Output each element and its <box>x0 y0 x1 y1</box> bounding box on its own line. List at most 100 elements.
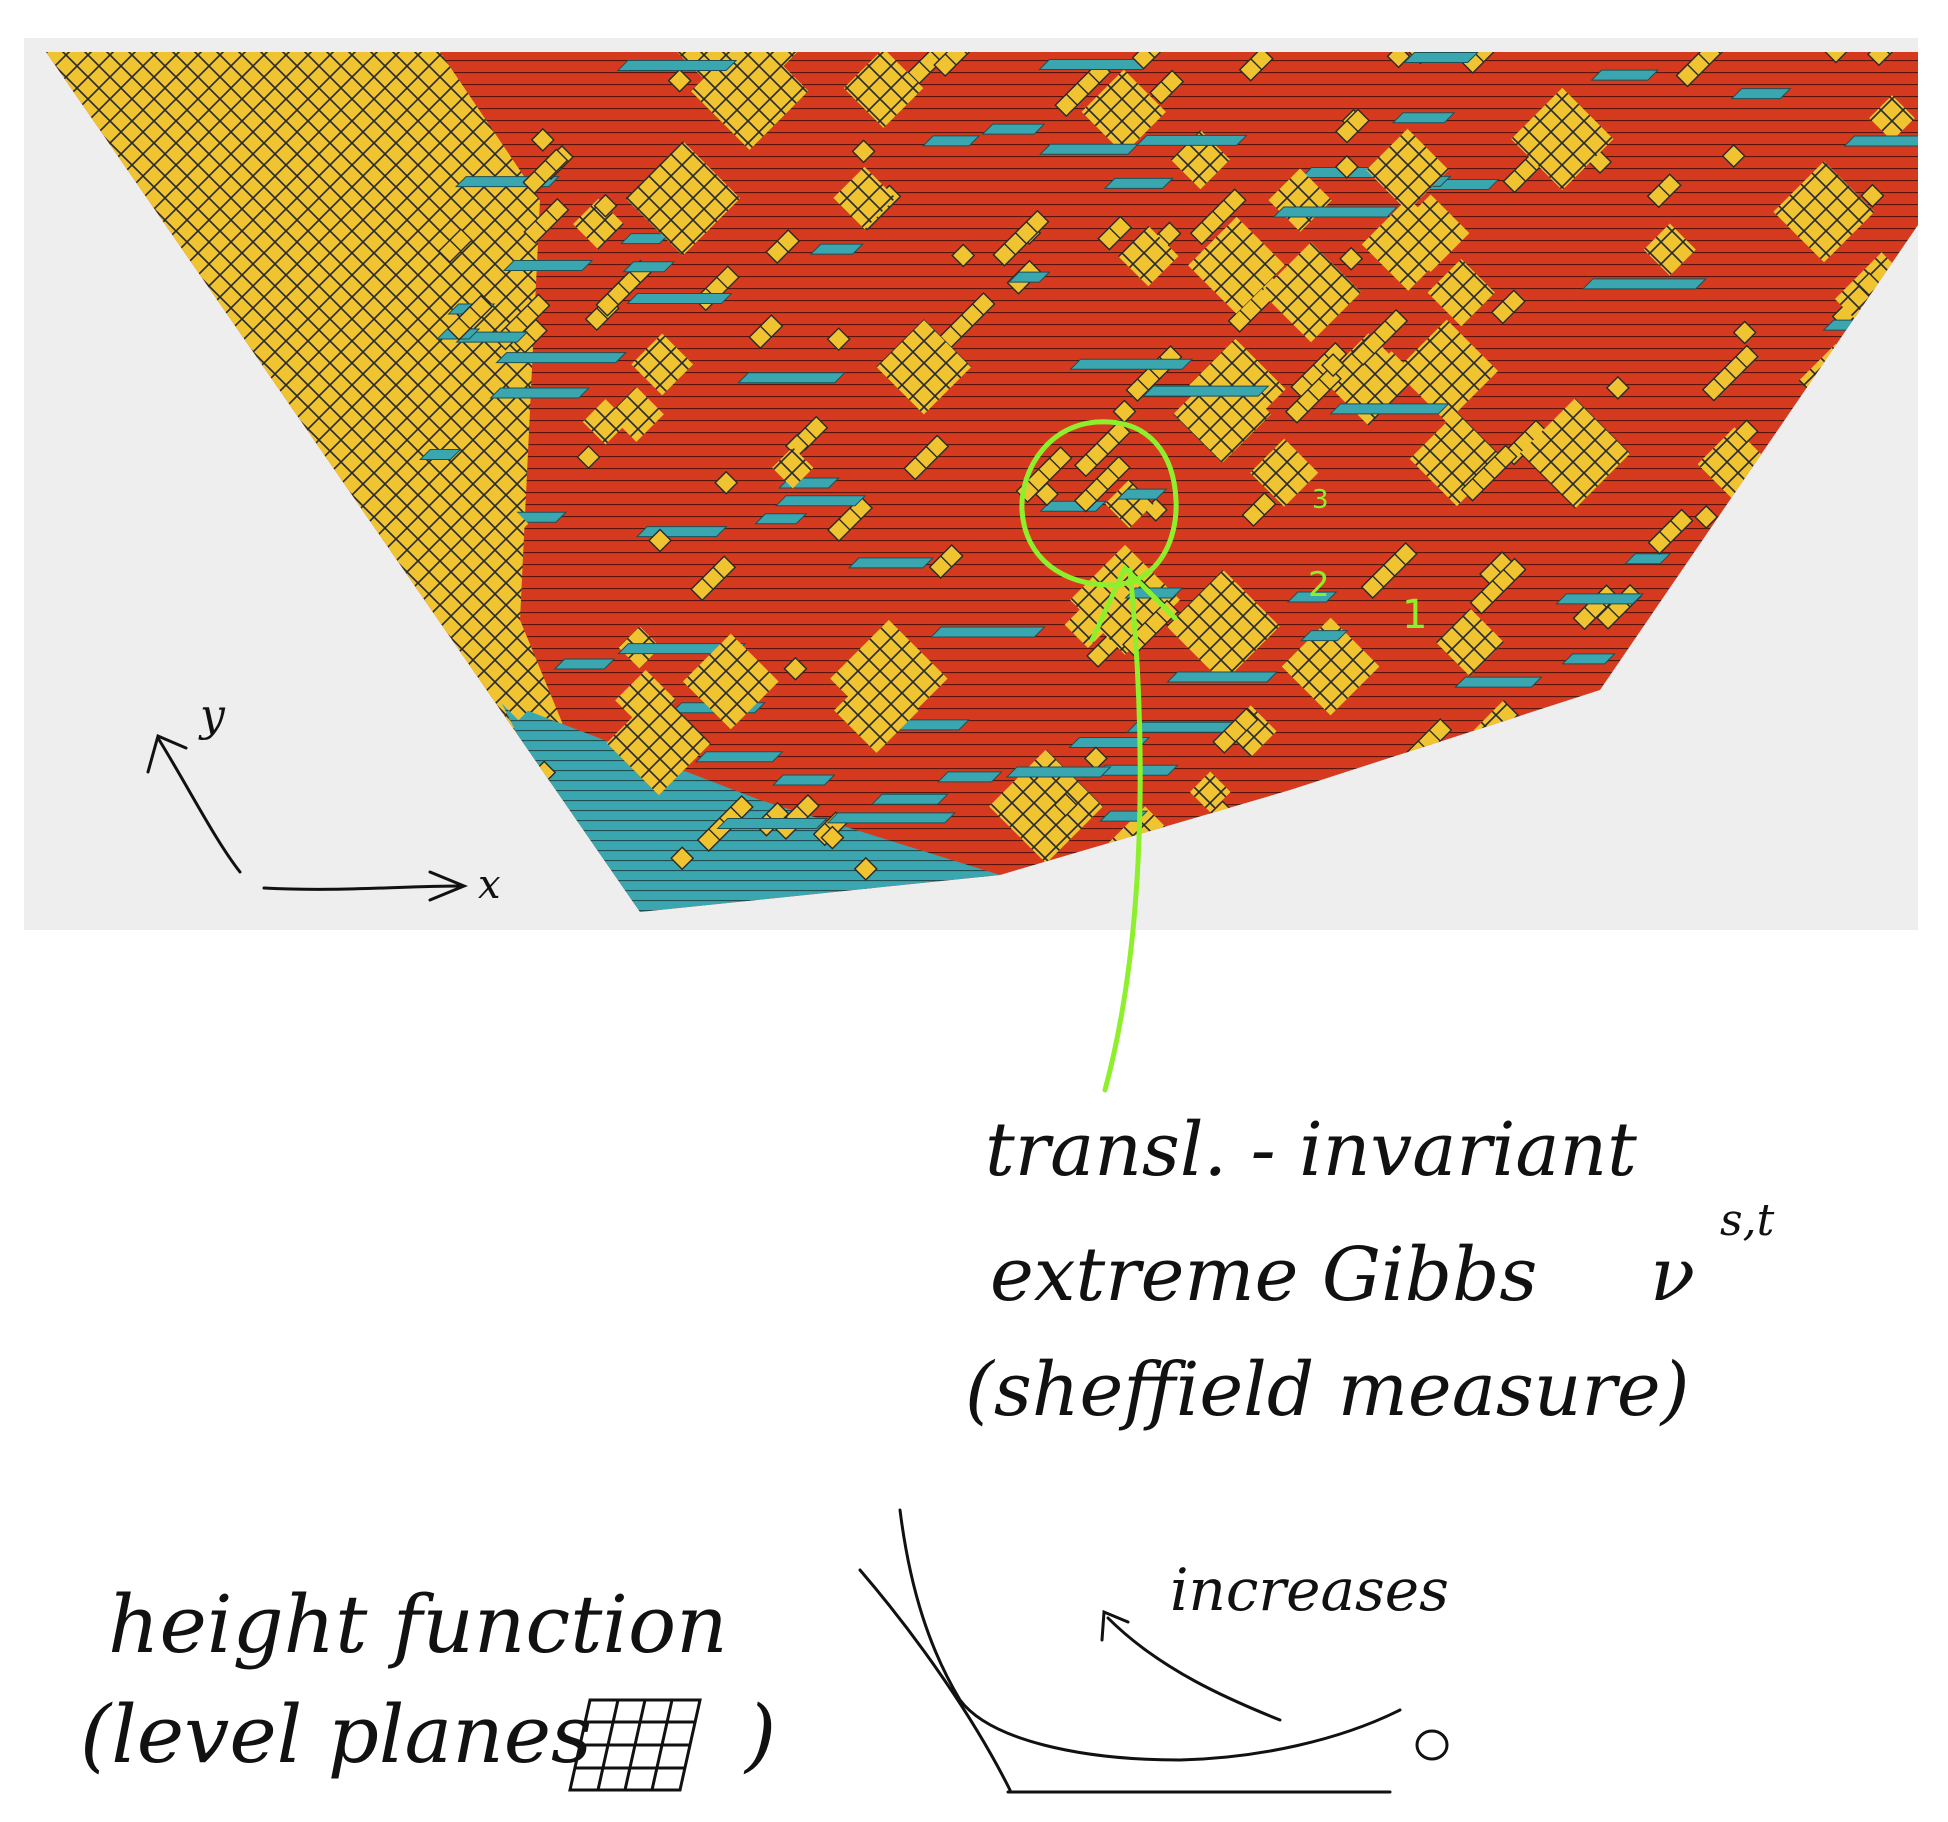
teal-lozenge-strip <box>1286 591 1338 603</box>
yellow-lozenge-chain <box>530 127 555 152</box>
yellow-lozenge-chain <box>1351 308 1409 366</box>
yellow-lozenge-chain <box>765 229 801 264</box>
measure-note-line3: (sheffield measure) <box>965 1347 1690 1433</box>
frozen-yellow-region <box>46 52 640 912</box>
pointer-arrow-shaft <box>1102 567 1143 1093</box>
teal-lozenge-strip <box>737 372 846 384</box>
yellow-lozenge-block <box>677 52 797 113</box>
measure-note-line2: extreme Gibbs <box>990 1232 1537 1318</box>
level-number-3: 3 <box>1312 485 1329 515</box>
measure-symbol: ν <box>1650 1232 1695 1318</box>
yellow-lozenge-chain <box>1241 492 1277 528</box>
yellow-lozenge-chain <box>1238 52 1274 82</box>
yellow-lozenge-chain <box>1866 52 1913 67</box>
highlight-annotation <box>1019 419 1179 1093</box>
yellow-lozenge-block <box>830 619 948 738</box>
height-note-line2: (level planes <box>80 1688 592 1781</box>
yellow-lozenge-block <box>1366 128 1449 212</box>
teal-lozenge-strip <box>847 557 935 569</box>
sketch-steep-curve <box>898 1508 1402 1762</box>
yellow-lozenge-block <box>1643 223 1696 276</box>
teal-lozenge-strip <box>616 59 738 71</box>
teal-lozenge-strip <box>1730 88 1792 100</box>
yellow-lozenge-block <box>1773 161 1875 263</box>
yellow-lozenge-chain <box>826 327 851 352</box>
yellow-lozenge-chain <box>1701 344 1759 402</box>
yellow-lozenge-block <box>1118 225 1179 287</box>
yellow-lozenge-chain <box>851 139 876 164</box>
teal-lozenge-strip <box>1142 385 1270 397</box>
yellow-lozenge-chain <box>853 856 878 881</box>
teal-lozenge-strip <box>929 626 1046 638</box>
yellow-lozenge-chain <box>1015 446 1073 504</box>
teal-lozenge-strip <box>1391 112 1456 124</box>
yellow-lozenge-chain <box>1097 215 1133 251</box>
teal-lozenge-strip <box>826 812 957 824</box>
grid-plane-icon <box>568 1698 702 1792</box>
teal-lozenge-strip <box>1403 52 1479 63</box>
yellow-lozenge-chain <box>576 445 601 470</box>
yellow-lozenge-block <box>772 447 814 489</box>
yellow-lozenge-block <box>1281 617 1380 716</box>
yellow-lozenge-chain <box>522 148 569 195</box>
teal-lozenge-strip <box>1124 587 1184 599</box>
yellow-lozenge-chain <box>1734 419 1759 444</box>
yellow-lozenge-chain <box>1823 52 1859 64</box>
teal-lozenge-strip <box>1007 271 1051 283</box>
teal-lozenge-strip <box>694 751 784 763</box>
yellow-lozenge-chain <box>1073 455 1131 513</box>
teal-lozenge-strip <box>1039 143 1140 155</box>
yellow-lozenge-chain <box>1860 183 1885 208</box>
yellow-lozenge-chain <box>1721 143 1746 168</box>
teal-lozenge-strip <box>1069 358 1194 370</box>
teal-lozenge-strip <box>771 774 836 786</box>
yellow-lozenge-chain <box>1469 557 1527 615</box>
teal-lozenge-strip <box>921 135 981 147</box>
teal-lozenge-strip <box>495 352 627 364</box>
teal-lozenge-strip <box>489 387 590 399</box>
highlight-circle <box>1019 419 1179 588</box>
teal-lozenge-strip <box>1068 737 1151 749</box>
yellow-lozenge-chain <box>667 68 692 93</box>
yellow-lozenge-chain <box>1647 508 1694 555</box>
teal-lozenge-strip <box>1329 403 1450 415</box>
teal-lozenge-strip <box>622 261 676 273</box>
yellow-lozenge-block <box>1250 438 1319 507</box>
yellow-lozenge-chain <box>1112 399 1137 424</box>
teal-lozenge-strip <box>1843 135 1918 147</box>
teal-lozenge-strip <box>1135 134 1248 146</box>
yellow-lozenge-chain <box>1675 52 1733 88</box>
teal-lozenge-strip <box>635 526 728 538</box>
yellow-lozenge-block <box>606 690 711 796</box>
yellow-lozenge-block <box>493 671 544 721</box>
teal-lozenge-strip <box>418 448 462 460</box>
yellow-lozenge-block <box>1869 95 1915 141</box>
yellow-lozenge-block <box>876 319 972 415</box>
sketch-shallow-curve <box>858 1568 1012 1792</box>
teal-lozenge-strip <box>870 793 949 805</box>
yellow-lozenge-block <box>1260 242 1361 343</box>
yellow-lozenge-chain <box>1334 154 1359 179</box>
yellow-lozenge-chain <box>903 434 950 481</box>
yellow-lozenge-block <box>833 166 896 230</box>
axes-sketch <box>146 733 468 902</box>
yellow-lozenge-block <box>608 386 664 442</box>
yellow-lozenge-block <box>834 667 919 753</box>
yellow-lozenge-block <box>1188 216 1286 314</box>
yellow-lozenge-chain <box>1053 792 1078 817</box>
level-number-1: 1 <box>1402 592 1427 638</box>
teal-lozenge-strip <box>502 260 594 272</box>
yellow-lozenge-chain <box>783 656 808 681</box>
yellow-lozenge-block <box>989 749 1104 864</box>
teal-lozenge-strip <box>981 123 1046 135</box>
yellow-lozenge-chain <box>1149 69 1185 105</box>
yellow-lozenge-chain <box>1335 108 1370 144</box>
yellow-lozenge-block <box>437 478 529 569</box>
yellow-lozenge-block <box>682 633 779 730</box>
measure-note: transl. - invariant extreme Gibbs ν s,t … <box>965 1107 1775 1433</box>
measure-note-line1: transl. - invariant <box>985 1107 1637 1193</box>
yellow-lozenge-block <box>1189 771 1231 813</box>
yellow-lozenge-block <box>1105 479 1154 528</box>
yellow-lozenge-chain <box>1605 375 1630 400</box>
yellow-lozenge-chain <box>820 825 845 850</box>
